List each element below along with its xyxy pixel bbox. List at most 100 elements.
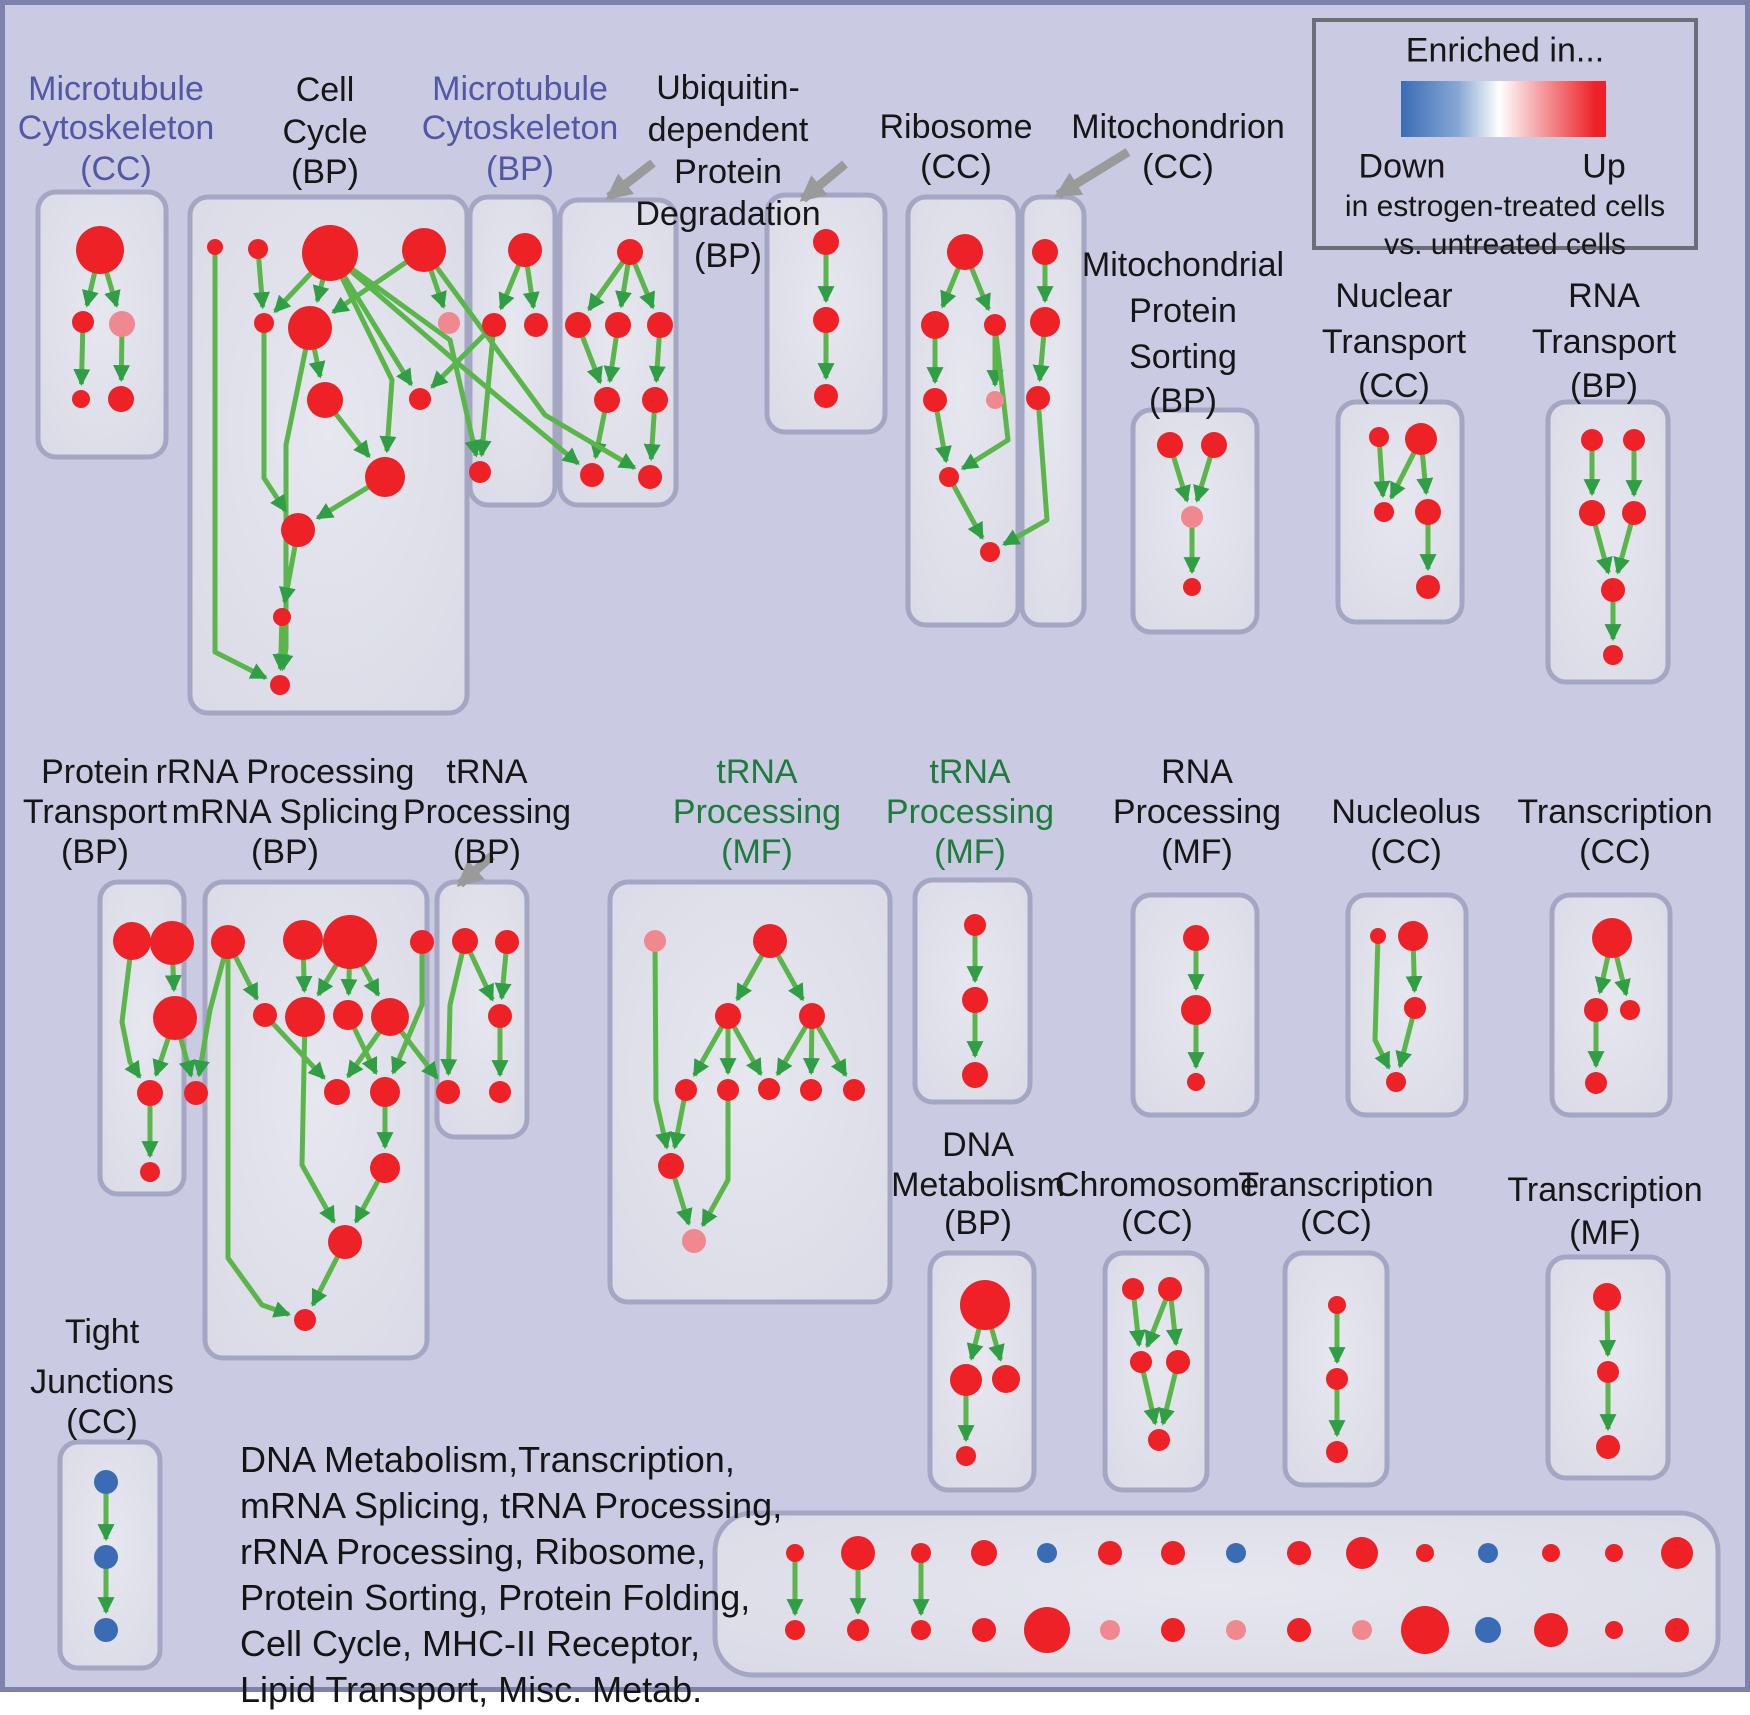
go-term-node xyxy=(814,384,838,408)
edge xyxy=(212,247,268,681)
go-term-node xyxy=(1386,1072,1406,1092)
edge xyxy=(700,1090,731,1228)
go-term-node xyxy=(799,1003,825,1029)
go-term-node xyxy=(137,1080,163,1106)
go-term-node xyxy=(328,1225,362,1259)
go-term-node xyxy=(1661,1537,1693,1569)
edge xyxy=(430,323,496,389)
edge xyxy=(1002,397,1050,547)
go-term-node xyxy=(94,1618,118,1642)
edge xyxy=(328,250,482,458)
go-term-node xyxy=(675,1079,697,1101)
go-term-node xyxy=(658,1153,684,1179)
go-term-node xyxy=(1030,307,1060,337)
go-term-node xyxy=(785,1620,805,1640)
go-term-node xyxy=(1181,506,1203,528)
go-term-node xyxy=(1475,1617,1501,1643)
go-term-node xyxy=(438,312,460,334)
go-term-node xyxy=(1592,918,1632,958)
go-term-node xyxy=(753,924,787,958)
go-term-node xyxy=(947,234,983,270)
label-pointer-arrow xyxy=(456,852,495,888)
go-term-node xyxy=(1187,1073,1205,1091)
cluster-box-nuclear-transport-cc xyxy=(1335,399,1465,625)
go-term-node xyxy=(184,1081,208,1105)
go-term-node xyxy=(1404,997,1426,1019)
edge xyxy=(119,940,142,1079)
go-term-node xyxy=(1374,502,1394,522)
go-term-node xyxy=(1287,1541,1311,1565)
go-term-node xyxy=(594,387,620,413)
edge xyxy=(421,248,637,470)
go-term-node xyxy=(1226,1543,1246,1563)
go-term-node xyxy=(294,1309,316,1331)
go-term-node xyxy=(153,996,197,1040)
go-term-node xyxy=(488,1004,512,1028)
edge xyxy=(327,251,397,454)
go-term-node xyxy=(939,467,959,487)
go-term-node xyxy=(524,313,548,337)
go-term-node xyxy=(1201,432,1227,458)
go-term-node xyxy=(644,930,666,952)
footnote-line: Lipid Transport, Misc. Metab. xyxy=(240,1669,703,1710)
go-term-node xyxy=(283,920,323,960)
go-term-node xyxy=(971,1540,997,1566)
go-term-node xyxy=(1581,429,1603,451)
edge xyxy=(299,1016,336,1224)
go-term-node xyxy=(911,1620,931,1640)
go-term-node xyxy=(843,1079,865,1101)
go-term-node xyxy=(323,915,377,969)
go-term-node xyxy=(1416,1544,1434,1562)
go-term-node xyxy=(109,311,135,337)
go-term-node xyxy=(647,312,673,338)
go-term-node xyxy=(813,307,839,333)
go-term-node xyxy=(642,387,668,413)
cluster-box-transcription-cc-mid xyxy=(1549,892,1673,1118)
go-term-node xyxy=(1584,998,1608,1022)
go-term-node xyxy=(94,1545,118,1569)
go-term-node xyxy=(1032,239,1058,265)
cluster-box-misc-terms-strip xyxy=(712,1510,1721,1678)
edge xyxy=(263,1013,326,1080)
go-term-node xyxy=(365,457,405,497)
go-term-node xyxy=(962,1062,988,1088)
go-term-node xyxy=(847,1619,869,1641)
go-term-node xyxy=(992,1365,1020,1393)
go-term-node xyxy=(758,1078,780,1100)
go-term-node xyxy=(469,461,491,483)
go-term-node xyxy=(1405,423,1437,455)
legend-note-line2: vs. untreated cells xyxy=(1384,228,1626,261)
go-term-node xyxy=(972,1618,996,1642)
edge xyxy=(946,475,985,540)
go-term-node xyxy=(1326,1441,1348,1463)
go-term-node xyxy=(1603,645,1623,665)
cluster-box-ubiquitin-degradation-bp xyxy=(557,197,679,508)
go-term-node xyxy=(813,229,839,255)
go-term-node xyxy=(72,311,94,333)
go-term-node xyxy=(1130,1351,1152,1373)
edge xyxy=(390,942,425,1075)
misc-terms-footnote: DNA Metabolism,Transcription, mRNA Splic… xyxy=(240,1437,782,1713)
go-term-node xyxy=(1326,1368,1348,1390)
cluster-box-rrna-processing-mrna-splicing-bp xyxy=(202,879,430,1361)
go-term-node xyxy=(1579,500,1605,526)
go-term-node xyxy=(1098,1541,1122,1565)
footnote-line: Protein Sorting, Protein Folding, xyxy=(240,1577,751,1618)
go-term-node xyxy=(1665,1618,1689,1642)
go-term-node xyxy=(1605,1621,1623,1639)
go-term-node xyxy=(1100,1620,1120,1640)
edge xyxy=(261,323,288,513)
legend-up-label: Up xyxy=(1582,147,1626,186)
go-term-node xyxy=(1593,1283,1621,1311)
cluster-box-chromosome-cc xyxy=(1102,1250,1210,1493)
go-term-node xyxy=(370,1077,400,1107)
go-term-node xyxy=(410,930,434,954)
go-term-node xyxy=(1605,1544,1623,1562)
go-term-node xyxy=(1369,427,1389,447)
edge xyxy=(652,940,672,1150)
legend: Enriched in... Down Up in estrogen-treat… xyxy=(1312,18,1698,261)
go-term-node xyxy=(1181,995,1211,1025)
edge xyxy=(440,940,468,1077)
go-term-node xyxy=(956,1446,976,1466)
